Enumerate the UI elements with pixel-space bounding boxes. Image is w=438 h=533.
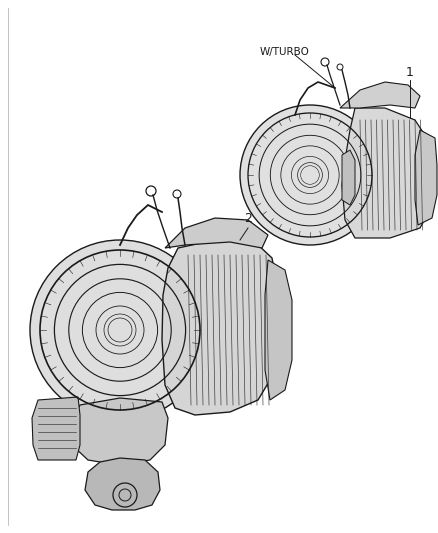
Circle shape [30, 240, 210, 420]
Polygon shape [415, 130, 437, 225]
Text: 1: 1 [406, 66, 414, 78]
Polygon shape [162, 240, 278, 415]
Polygon shape [342, 150, 355, 205]
Polygon shape [70, 398, 168, 465]
Text: 2: 2 [244, 212, 252, 224]
Polygon shape [340, 82, 420, 108]
Circle shape [240, 105, 380, 245]
Polygon shape [32, 397, 80, 460]
Polygon shape [85, 458, 160, 510]
Polygon shape [165, 218, 268, 248]
Polygon shape [265, 260, 292, 400]
Text: W/TURBO: W/TURBO [260, 47, 310, 57]
Polygon shape [342, 108, 430, 238]
